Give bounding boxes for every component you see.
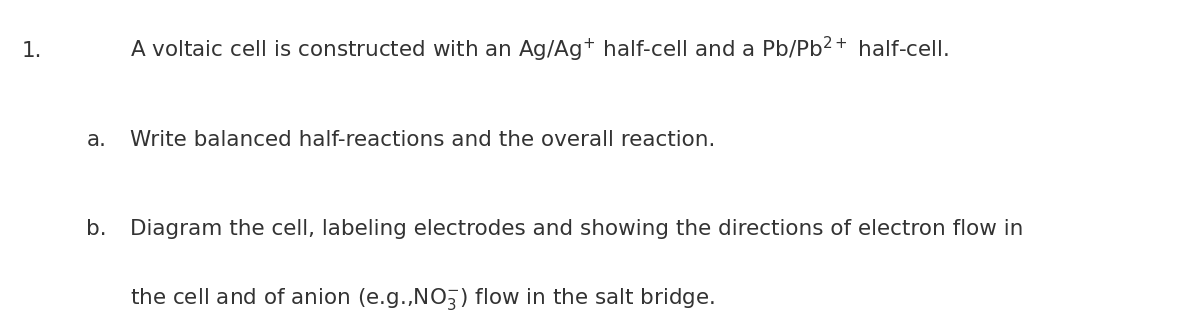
Text: 1.: 1. <box>22 41 42 61</box>
Text: A voltaic cell is constructed with an Ag/Ag$^{+}$ half-cell and a Pb/Pb$^{2+}$ h: A voltaic cell is constructed with an Ag… <box>130 35 949 64</box>
Text: Diagram the cell, labeling electrodes and showing the directions of electron flo: Diagram the cell, labeling electrodes an… <box>130 219 1022 239</box>
Text: a.: a. <box>86 130 107 150</box>
Text: the cell and of anion (e.g.,NO$_{3}^{-}$) flow in the salt bridge.: the cell and of anion (e.g.,NO$_{3}^{-}$… <box>130 286 715 312</box>
Text: b.: b. <box>86 219 107 239</box>
Text: Write balanced half-reactions and the overall reaction.: Write balanced half-reactions and the ov… <box>130 130 715 150</box>
